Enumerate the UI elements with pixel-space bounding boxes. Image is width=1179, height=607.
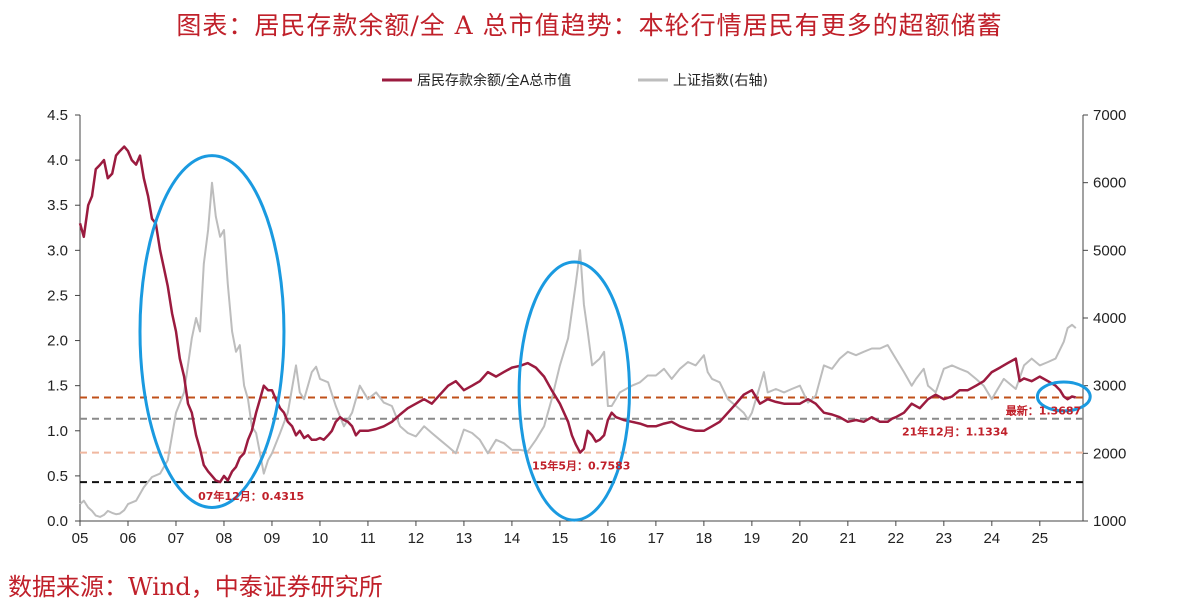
right-tick-label: 1000 xyxy=(1093,513,1126,530)
x-tick-label: 06 xyxy=(120,530,137,547)
x-tick-label: 07 xyxy=(168,530,185,547)
x-tick-label: 19 xyxy=(744,530,761,547)
x-tick-label: 24 xyxy=(983,530,1000,547)
highlight-ellipses xyxy=(138,154,1092,522)
x-tick-label: 16 xyxy=(600,530,617,547)
right-tick-label: 3000 xyxy=(1093,378,1126,395)
x-tick-label: 25 xyxy=(1031,530,1048,547)
annotation-label: 07年12月：0.4315 xyxy=(198,489,304,503)
left-tick-label: 2.5 xyxy=(47,287,68,304)
right-tick-label: 4000 xyxy=(1093,310,1126,327)
index-series-line xyxy=(79,181,1077,518)
x-tick-label: 23 xyxy=(935,530,952,547)
left-tick-label: 0.0 xyxy=(47,513,68,530)
x-tick-label: 12 xyxy=(408,530,425,547)
right-tick-label: 5000 xyxy=(1093,242,1126,259)
x-tick-label: 15 xyxy=(552,530,569,547)
x-tick-label: 18 xyxy=(696,530,713,547)
x-tick-label: 11 xyxy=(360,530,376,547)
annotations: 07年12月：0.4315 15年5月：0.7583 21年12月：1.1334 最新… xyxy=(198,404,1081,504)
left-tick-label: 4.0 xyxy=(47,152,68,169)
x-tick-label: 17 xyxy=(648,530,665,547)
left-tick-label: 2.0 xyxy=(47,333,68,350)
left-tick-label: 1.5 xyxy=(47,378,68,395)
highlight-ellipse xyxy=(517,260,631,522)
highlight-ellipse xyxy=(138,154,286,509)
left-tick-label: 1.0 xyxy=(47,423,68,440)
highlight-ellipse xyxy=(1035,380,1092,413)
right-tick-label: 2000 xyxy=(1093,445,1126,462)
x-tick-label: 05 xyxy=(72,530,89,547)
source-note: 数据来源：Wind，中泰证券研究所 xyxy=(8,573,383,601)
chart-title: 图表：居民存款余额/全 A 总市值趋势：本轮行情居民有更多的超额储蓄 xyxy=(176,11,1003,40)
legend-label-index: 上证指数(右轴) xyxy=(673,73,768,89)
right-tick-label: 7000 xyxy=(1093,107,1126,124)
x-tick-label: 13 xyxy=(456,530,473,547)
x-tick-label: 22 xyxy=(887,530,904,547)
annotation-label: 15年5月：0.7583 xyxy=(532,459,630,473)
legend-label-ratio: 居民存款余额/全A总市值 xyxy=(417,72,571,89)
annotation-label: 21年12月：1.1334 xyxy=(902,425,1008,439)
ratio-series-line xyxy=(78,145,1077,484)
x-tick-label: 10 xyxy=(312,530,329,547)
x-tick-label: 14 xyxy=(504,530,521,547)
x-tick-label: 20 xyxy=(792,530,809,547)
left-tick-label: 4.5 xyxy=(47,107,68,124)
right-tick-label: 6000 xyxy=(1093,175,1126,192)
x-tick-label: 21 xyxy=(840,530,857,547)
axes: 0.0 0.5 1.0 1.5 2.0 2.5 3.0 3.5 4.0 4.5 1000 2000 30… xyxy=(47,107,1126,547)
x-tick-label: 08 xyxy=(216,530,233,547)
x-tick-label: 09 xyxy=(264,530,281,547)
left-tick-label: 3.0 xyxy=(47,242,68,259)
series-lines xyxy=(78,145,1077,518)
left-tick-label: 3.5 xyxy=(47,197,68,214)
legend: 居民存款余额/全A总市值 上证指数(右轴) xyxy=(382,72,768,89)
annotation-label: 最新：1.3687 xyxy=(1006,404,1081,418)
left-tick-label: 0.5 xyxy=(47,468,68,485)
